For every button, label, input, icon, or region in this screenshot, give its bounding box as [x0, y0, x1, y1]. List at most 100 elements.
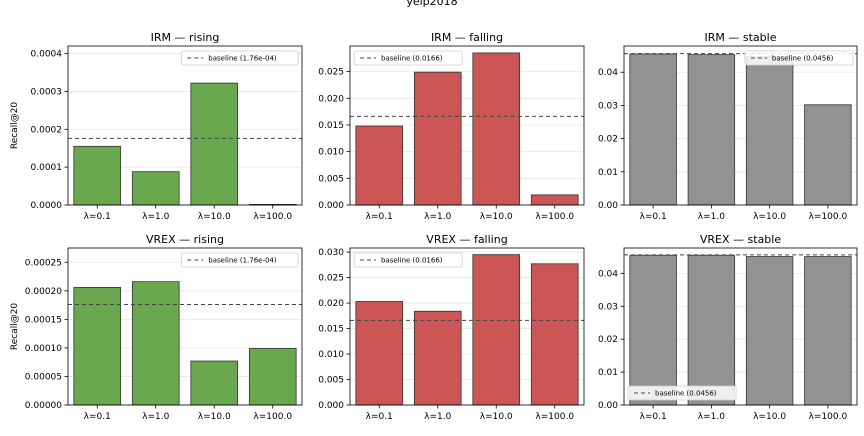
x-tick-label: λ=100.0	[809, 412, 848, 422]
bar	[472, 52, 521, 206]
x-tick-label: λ=0.1	[366, 212, 393, 222]
bar	[472, 254, 521, 406]
y-tick-label: 0.0003	[31, 87, 63, 97]
legend: baseline (0.0166)	[353, 252, 463, 268]
y-axis-label: Recall@20	[10, 102, 20, 150]
y-tick-label: 0.04	[598, 68, 618, 78]
y-tick-label: 0.03	[598, 302, 618, 312]
subplot-title: IRM — falling	[431, 31, 503, 44]
bar	[745, 256, 794, 406]
bar	[629, 254, 677, 406]
legend: baseline (0.0456)	[627, 385, 737, 401]
x-tick-label: λ=1.0	[142, 412, 169, 422]
axes-frame	[349, 247, 585, 406]
bar	[131, 281, 180, 406]
legend: baseline (0.0456)	[744, 50, 854, 66]
x-tick-label: λ=1.0	[698, 412, 725, 422]
x-tick-label: λ=1.0	[142, 212, 169, 222]
y-tick-label: 0.005	[318, 174, 344, 184]
y-tick-label: 0.010	[318, 148, 344, 158]
y-tick-label: 0.0002	[31, 125, 63, 135]
y-axis-label: Recall@20	[10, 303, 20, 351]
y-tick-label: 0.005	[318, 376, 344, 386]
legend-label: baseline (0.0166)	[381, 257, 443, 265]
legend: baseline (1.76e-04)	[180, 50, 299, 66]
y-tick-label: 0.00025	[25, 258, 62, 268]
axes-frame	[623, 247, 858, 406]
subplot-title: VREX — stable	[700, 233, 781, 246]
bar	[355, 301, 404, 406]
y-tick-label: 0.0004	[31, 50, 63, 60]
y-tick-label: 0.00005	[25, 372, 62, 382]
y-tick-label: 0.0001	[31, 163, 63, 173]
subplot-5: 0.000 0.005 0.010 0.015 0.020 0.025 0.030 λ=0.1…	[318, 233, 585, 422]
bar	[745, 56, 794, 206]
legend: baseline (0.0166)	[353, 50, 463, 66]
legend: baseline (1.76e-04)	[180, 252, 299, 268]
figure-title: yelp2018	[406, 0, 457, 8]
bar	[530, 194, 579, 206]
subplot-title: VREX — falling	[426, 233, 507, 246]
y-tick-label: 0.01	[598, 168, 618, 178]
x-tick-label: λ=0.1	[366, 412, 393, 422]
subplot-title: IRM — stable	[705, 31, 777, 44]
y-tick-label: 0.02	[598, 335, 618, 345]
x-tick-label: λ=0.1	[84, 212, 111, 222]
axes-frame	[67, 45, 303, 206]
x-tick-label: λ=1.0	[698, 212, 725, 222]
x-tick-label: λ=10.0	[480, 412, 513, 422]
x-tick-label: λ=10.0	[753, 212, 786, 222]
legend-label: baseline (1.76e-04)	[208, 257, 277, 265]
y-tick-label: 0.0000	[31, 201, 63, 211]
y-tick-label: 0.04	[598, 269, 618, 279]
bar	[73, 145, 122, 206]
y-tick-label: 0.025	[318, 274, 344, 284]
axes-frame	[67, 247, 303, 406]
x-tick-label: λ=1.0	[424, 212, 451, 222]
legend-box	[180, 50, 299, 66]
y-tick-label: 0.00	[598, 401, 618, 411]
legend-label: baseline (0.0166)	[381, 55, 443, 63]
x-tick-label: λ=100.0	[535, 212, 574, 222]
bar	[248, 348, 297, 406]
subplot-2: 0.000 0.005 0.010 0.015 0.020 0.025 λ=0.1 λ=1.0…	[318, 31, 585, 222]
bar	[530, 263, 579, 406]
bar	[804, 104, 852, 206]
bar	[687, 54, 736, 206]
subplot-4: 0.00000 0.00005 0.00010 0.00015 0.00020 0.000…	[10, 233, 303, 422]
x-tick-label: λ=0.1	[84, 412, 111, 422]
legend-box	[353, 252, 463, 268]
bar	[804, 256, 852, 406]
y-tick-label: 0.00	[598, 201, 618, 211]
legend-box	[744, 50, 854, 66]
y-tick-label: 0.03	[598, 101, 618, 111]
x-tick-label: λ=10.0	[198, 412, 231, 422]
legend-box	[180, 252, 299, 268]
legend-label: baseline (0.0456)	[655, 390, 717, 398]
y-tick-label: 0.015	[318, 325, 344, 335]
legend-box	[353, 50, 463, 66]
y-tick-label: 0.00000	[25, 401, 62, 411]
bar	[131, 171, 180, 206]
subplot-title: IRM — rising	[151, 31, 220, 44]
bar	[190, 82, 239, 206]
subplot-1: 0.0000 0.0001 0.0002 0.0003 0.0004 λ=0.1 λ=1.0…	[10, 31, 303, 222]
bar	[629, 53, 677, 206]
bar	[73, 286, 122, 406]
x-tick-label: λ=10.0	[480, 212, 513, 222]
y-tick-label: 0.000	[318, 401, 344, 411]
x-tick-label: λ=100.0	[253, 212, 292, 222]
bar	[413, 71, 462, 206]
legend-box	[627, 385, 737, 401]
y-tick-label: 0.00015	[25, 315, 62, 325]
y-tick-label: 0.015	[318, 121, 344, 131]
x-tick-label: λ=0.1	[640, 412, 667, 422]
x-tick-label: λ=10.0	[753, 412, 786, 422]
y-tick-label: 0.020	[318, 94, 344, 104]
x-tick-label: λ=100.0	[809, 212, 848, 222]
y-tick-label: 0.030	[318, 248, 344, 258]
y-tick-label: 0.02	[598, 135, 618, 145]
subplot-6: 0.00 0.01 0.02 0.03 0.04 λ=0.1 λ=1.0 λ=10.0 λ=10…	[598, 233, 858, 422]
